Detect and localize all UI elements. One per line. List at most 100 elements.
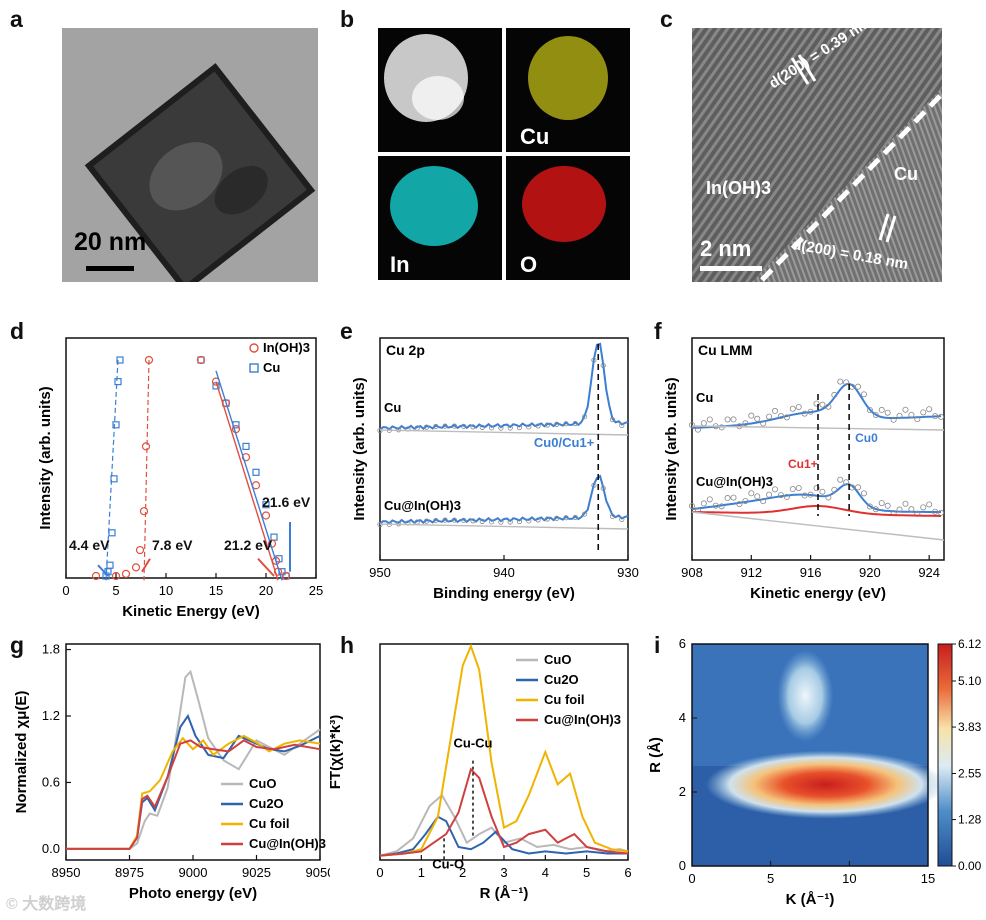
data-point-cu [694,426,701,433]
x-tick-label-h: 6 [624,865,631,880]
data-point-cu [742,420,749,427]
data-point-cu [591,357,597,363]
label-cu0: Cu0 [855,431,878,445]
annotation-cu-o: Cu-O [432,857,464,872]
x-tick-label-h: 5 [583,865,590,880]
chart-title-f: Cu LMM [698,342,752,358]
data-point-cu [855,383,862,390]
spectrum-cu [379,342,629,431]
label-cu1plus: Cu1+ [788,457,818,471]
background-cu-in-oh3-f [691,511,945,541]
y-axis-label-e: Intensity (arb. units) [351,377,368,520]
data-point-cu [932,413,939,420]
data-point-cu [689,421,696,428]
label-cu-in-oh3-e: Cu@In(OH)3 [384,498,461,513]
data-point-cu-in-oh3 [772,486,779,493]
data-point-cu-in-oh3 [748,490,755,497]
data-point-in-oh3 [141,442,151,451]
label-cu-e: Cu [384,400,401,415]
data-point-cu [789,405,796,412]
x-tick-label-h: 4 [542,865,549,880]
chart-h: 0 1 2 3 4 5 6 R (Å⁻¹) FT(χ(k)*k³) Cu-Cu Cu-O CuO Cu2… [330,643,632,902]
annotation-d: 4.4 eV [69,537,110,553]
spectrum-cu-in-oh3 [691,483,941,513]
annotation-d: 21.2 eV [224,537,273,553]
spectrum-cu1plus [692,505,942,517]
plot-area-e: 950 940 930 Binding energy (eV) Intensity (a… [351,337,639,602]
eds-map-cu: Cu [506,28,630,152]
data-point-cu [114,377,122,386]
data-point-cu-in-oh3 [795,484,802,491]
legend-label-cuo: CuO [544,652,571,667]
annotation-d: 21.6 eV [262,494,311,510]
x-tick-label-g: 8975 [115,865,144,880]
x-tick-label-g: 9000 [179,865,208,880]
legend-label-cu-in-oh-3: Cu@In(OH)3 [544,712,621,727]
y-tick-label-g: 1.8 [42,642,60,657]
hrtem-phase1: In(OH)3 [706,178,771,198]
data-point-cu [760,420,767,427]
background-cu-in-oh3 [379,523,629,530]
data-point-cu [516,424,523,431]
series-line-cu-foil [379,643,629,857]
data-point-cu [433,423,439,430]
data-point-cu [262,501,270,509]
data-point-cu-in-oh3 [760,498,767,505]
y-axis-label-f: Intensity (arb. units) [663,377,680,520]
data-point-cu [730,416,737,423]
x-tick-label-f: 912 [740,565,762,580]
panel-a-label: a [10,6,23,32]
data-point-cu-in-oh3 [554,515,560,521]
x-tick-label-i: 15 [921,871,935,886]
legend-marker-cu [249,363,259,373]
data-point-cu-in-oh3 [526,518,532,524]
x-axis-label-f: Kinetic energy (eV) [750,585,886,602]
hrtem-phase2: Cu [894,164,918,184]
data-point-cu-in-oh3 [507,519,513,525]
watermark: © 大数跨境 [6,896,87,913]
chart-i: 0 5 10 15 0 2 4 6 K (Å⁻¹) R (Å) 0.00 1.28 2.55 3.83 5.… [647,636,982,908]
data-point-cu [843,379,850,386]
data-point-cu [242,442,250,451]
data-point-cu-in-oh3 [609,513,616,519]
legend-label-cu2o: Cu2O [544,672,579,687]
label-cu-f: Cu [696,390,713,405]
data-point-cu [572,420,578,427]
x-tick-label-d: 25 [309,583,323,598]
data-point-cu-in-oh3 [932,508,939,515]
chart-e: 950 940 930 Binding energy (eV) Intensity (a… [351,337,639,602]
data-point-cu-in-oh3 [433,517,439,524]
data-point-cu-in-oh3 [878,500,885,507]
data-point-cu [116,356,124,364]
data-point-cu-in-oh3 [689,503,696,510]
data-point-cu [772,407,779,414]
x-tick-label-e: 940 [493,565,515,580]
y-axis-label-i: R (Å) [647,737,664,773]
data-point-cu-in-oh3 [920,504,927,511]
data-point-cu-in-oh3 [807,491,814,498]
data-point-cu-in-oh3 [442,517,448,523]
data-point-cu [926,406,933,413]
data-point-cu-in-oh3 [783,493,790,500]
x-tick-label-i: 10 [842,871,856,886]
panel-b-label: b [340,6,355,32]
data-point-cu-in-oh3 [831,486,838,493]
data-point-cu-in-oh3 [801,492,808,499]
panel-e-label: e [340,318,353,344]
data-point-cu [461,423,467,429]
y-tick-label-i: 2 [679,784,686,799]
data-point-cu [489,425,495,431]
y-tick-label-i: 6 [679,636,686,651]
plot-frame-i [691,643,929,867]
data-point-cu-in-oh3 [938,509,945,516]
data-point-cu [890,416,897,423]
data-point-cu [914,416,921,423]
x-axis-label-g: Photo energy (eV) [129,885,257,902]
data-point-cu-in-oh3 [926,501,933,508]
x-tick-label-h: 3 [500,865,507,880]
data-point-cu [700,420,707,427]
data-point-cu [837,378,844,385]
data-point-in-oh3 [111,571,121,581]
data-point-cu-in-oh3 [860,490,867,497]
data-point-cu [554,421,560,427]
